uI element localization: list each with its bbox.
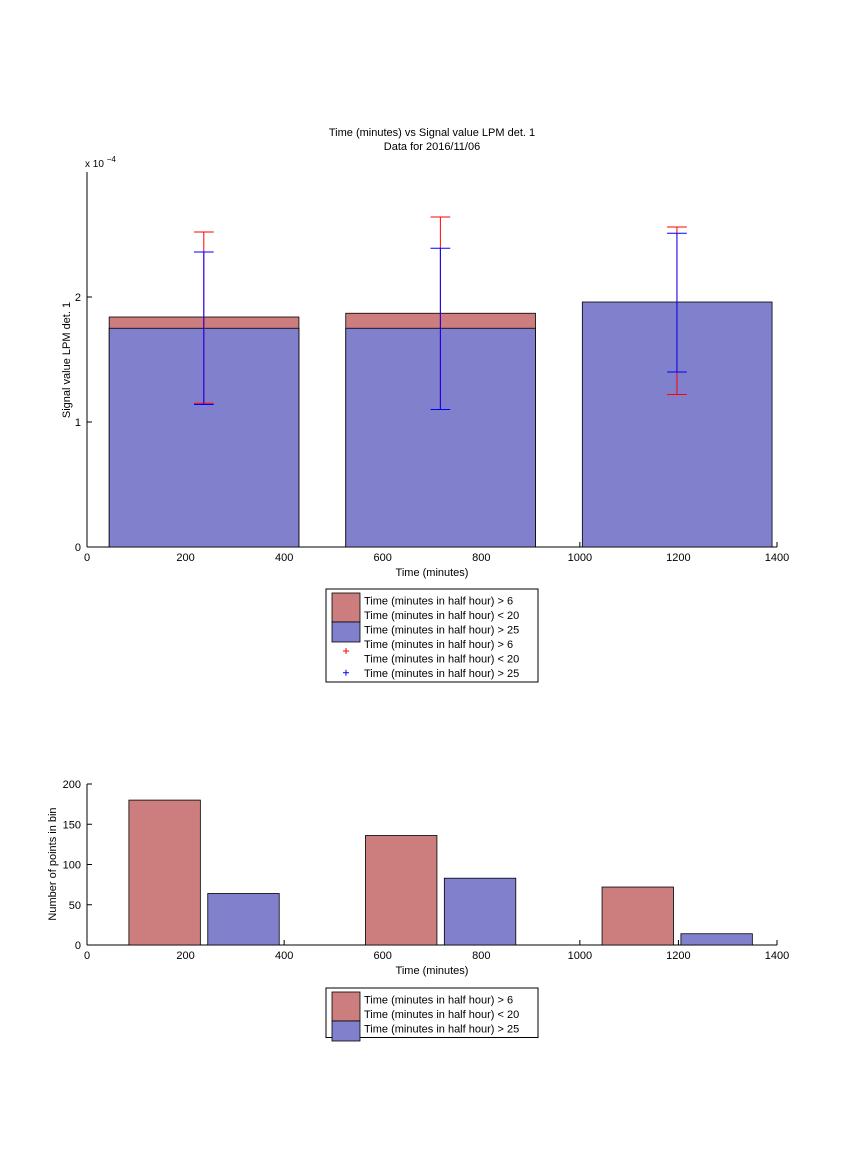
chart1-legend-label: Time (minutes in half hour) > 25 (364, 668, 519, 680)
chart1-y-exponent-base: x 10 (85, 159, 104, 170)
chart1-legend-box (325, 588, 539, 683)
chart1-legend-label: Time (minutes in half hour) > 25 (364, 625, 519, 637)
chart2-bar-red (365, 835, 438, 946)
chart1-legend-label: Time (minutes in half hour) > 6 (364, 639, 513, 651)
chart2-y-tick-label: 50 (69, 900, 81, 912)
chart1-x-tick-label: 1400 (765, 552, 789, 564)
chart2-x-tick-label: 800 (472, 950, 490, 962)
chart2-legend: Time (minutes in half hour) > 6 Time (min… (325, 987, 539, 1042)
chart1-legend-label: Time (minutes in half hour) < 20 (364, 654, 519, 666)
chart1-y-tick-label: 0 (75, 542, 81, 554)
chart2-y-tick-label: 100 (63, 860, 81, 872)
chart2-legend-label: Time (minutes in half hour) > 6 (364, 995, 513, 1007)
chart1-x-tick-label: 0 (84, 552, 90, 564)
chart1-legend: Time (minutes in half hour) > 6 Time (min… (325, 588, 539, 683)
chart2-x-tick-label: 600 (374, 950, 392, 962)
chart1-x-tick-label: 200 (176, 552, 194, 564)
chart2-x-tick-label: 200 (176, 950, 194, 962)
chart1-plot-area: 0 200 400 600 800 1000 1200 1400 0 1 2 (75, 172, 789, 564)
chart2-legend-swatch-blue (331, 1020, 361, 1042)
chart1-legend-swatch-red (331, 592, 361, 623)
chart1-x-tick-label: 1000 (568, 552, 592, 564)
chart2-legend-swatch-red (331, 991, 361, 1022)
chart2-x-tick-label: 1200 (666, 950, 690, 962)
chart2-x-tick-label: 1400 (765, 950, 789, 962)
chart1-y-axis-label: Signal value LPM det. 1 (61, 302, 73, 418)
chart2-y-axis-label: Number of points in bin (47, 807, 59, 920)
chart1-legend-label: Time (minutes in half hour) < 20 (364, 610, 519, 622)
chart2-legend-label: Time (minutes in half hour) > 25 (364, 1024, 519, 1036)
chart1-x-tick-label: 600 (374, 552, 392, 564)
chart2-x-tick-label: 400 (275, 950, 293, 962)
chart2-y-tick-label: 0 (75, 940, 81, 952)
chart2-plot-area: 0 200 400 600 800 1000 1200 1400 0 50 100 150 200 (63, 779, 790, 962)
chart1-y-exponent: x 10 −4 (85, 155, 116, 170)
chart1-y-tick-label: 1 (75, 417, 81, 429)
chart1-title: Time (minutes) vs Signal value LPM det. … (329, 127, 535, 139)
chart1-legend-label: Time (minutes in half hour) > 6 (364, 596, 513, 608)
chart1-x-tick-label: 1200 (666, 552, 690, 564)
chart2-bar-red (601, 886, 674, 946)
chart2-legend-box (325, 987, 539, 1038)
chart1-x-tick-label: 800 (472, 552, 490, 564)
chart1-subtitle: Data for 2016/11/06 (384, 141, 480, 153)
chart1-y-tick-label: 2 (75, 292, 81, 304)
chart2-x-tick-label: 1000 (568, 950, 592, 962)
chart1-x-axis-label: Time (minutes) (396, 567, 469, 579)
chart1-x-tick-label: 400 (275, 552, 293, 564)
chart2-x-axis-label: Time (minutes) (396, 965, 469, 977)
chart2-legend-label: Time (minutes in half hour) < 20 (364, 1009, 519, 1021)
chart2-bar-blue (443, 877, 517, 946)
chart2-bar-blue (680, 933, 753, 946)
chart1-y-exponent-power: −4 (107, 155, 117, 164)
chart2-y-tick-label: 200 (63, 779, 81, 791)
chart2-bar-blue (207, 893, 280, 946)
chart2-y-tick-label: 150 (63, 819, 81, 831)
chart2-x-tick-label: 0 (84, 950, 90, 962)
chart2-bar-red (128, 799, 201, 946)
chart1-legend-swatch-blue (331, 621, 361, 643)
